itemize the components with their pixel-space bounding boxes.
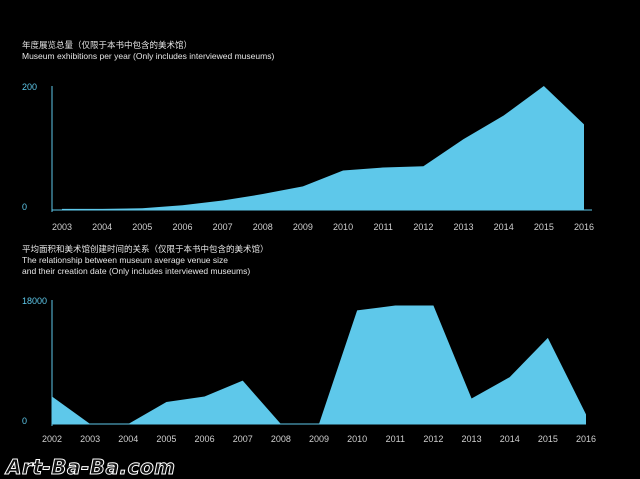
chart2-title-line2: and their creation date (Only includes i… [22,266,251,276]
chart1-xtick-2003: 2003 [52,222,72,232]
chart2-title-zh: 平均面积和美术馆创建时间的关系（仅限于本书中包含的美术馆） [22,244,269,254]
chart1-area [62,86,584,210]
chart1-title-zh: 年度展览总量（仅限于本书中包含的美术馆） [22,40,193,50]
chart1-xtick-2015: 2015 [534,222,554,232]
chart2-xtick-2005: 2005 [156,434,176,444]
chart2-title-line1: The relationship between museum average … [22,255,229,265]
chart1-xtick-2005: 2005 [132,222,152,232]
chart2-xtick-2012: 2012 [423,434,443,444]
chart2-xtick-2004: 2004 [118,434,138,444]
chart1-xtick-2013: 2013 [454,222,474,232]
chart2-xtick-2007: 2007 [233,434,253,444]
chart2-ytick-max: 18000 [22,296,47,306]
chart2-ytick-min: 0 [22,416,27,426]
chart2-xtick-2003: 2003 [80,434,100,444]
chart1-xtick-2008: 2008 [253,222,273,232]
watermark-logo: Art-Ba-Ba.com [6,455,176,479]
chart1-ytick-max: 200 [22,82,37,92]
chart1-title: Museum exhibitions per year (Only includ… [22,51,275,61]
chart1-xtick-2014: 2014 [494,222,514,232]
chart2-xtick-2009: 2009 [309,434,329,444]
chart1-xtick-2006: 2006 [172,222,192,232]
chart1-xtick-2009: 2009 [293,222,313,232]
chart1-xtick-2012: 2012 [413,222,433,232]
chart2-xtick-2016: 2016 [576,434,596,444]
chart2-xtick-2010: 2010 [347,434,367,444]
chart2-xtick-2008: 2008 [271,434,291,444]
chart1-xtick-2016: 2016 [574,222,594,232]
chart1-xtick-2011: 2011 [374,222,393,232]
chart2-xtick-2006: 2006 [195,434,215,444]
chart2-xtick-2014: 2014 [500,434,520,444]
chart2-title-block: 平均面积和美术馆创建时间的关系（仅限于本书中包含的美术馆） The relati… [22,244,269,277]
chart2-xtick-2002: 2002 [42,434,62,444]
chart2-xtick-2013: 2013 [462,434,482,444]
chart1-xtick-2007: 2007 [213,222,233,232]
chart1-title-block: 年度展览总量（仅限于本书中包含的美术馆） Museum exhibitions … [22,40,274,62]
chart2-xtick-2015: 2015 [538,434,558,444]
chart2-xtick-2011: 2011 [386,434,405,444]
chart1-xtick-2004: 2004 [92,222,112,232]
chart2-area [52,305,586,424]
chart1-ytick-min: 0 [22,202,27,212]
chart1-xtick-2010: 2010 [333,222,353,232]
